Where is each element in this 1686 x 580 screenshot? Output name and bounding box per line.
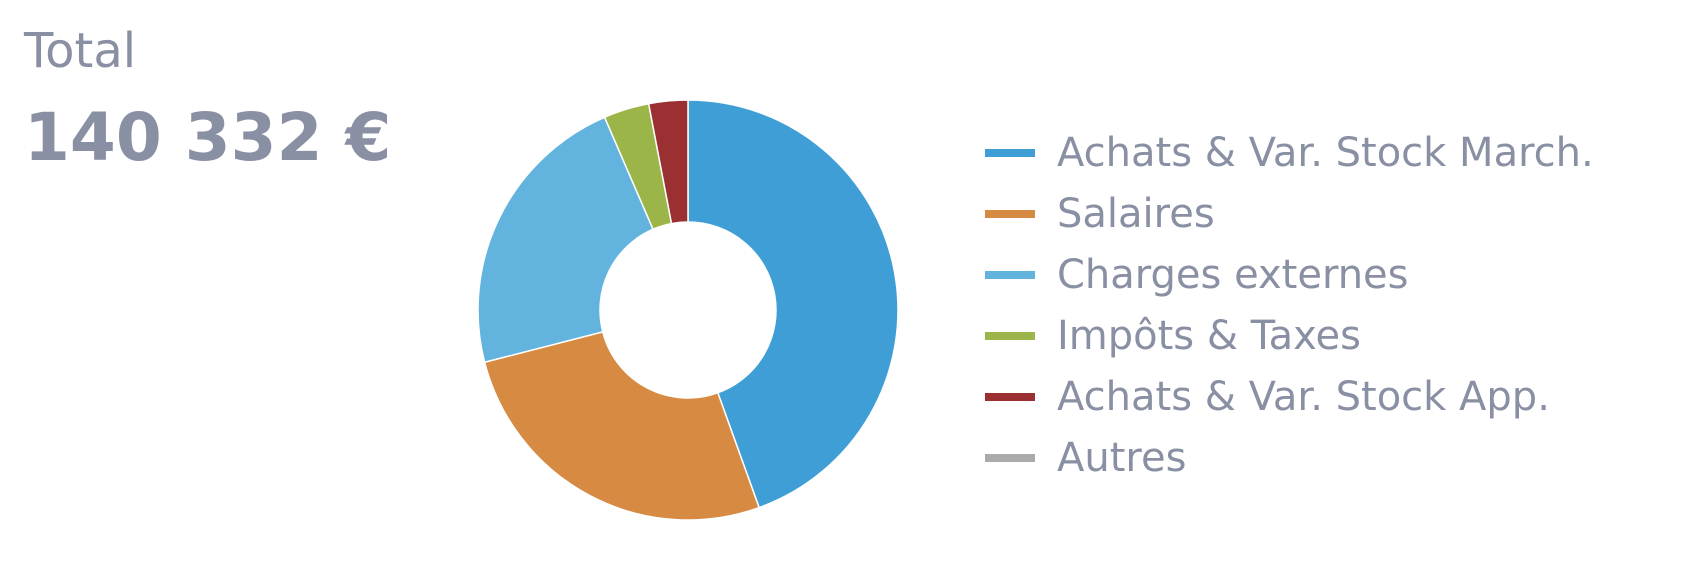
legend-swatch xyxy=(985,148,1035,157)
legend-label: Salaires xyxy=(1057,190,1215,237)
legend-label: Charges externes xyxy=(1057,251,1409,298)
donut-slice-2[interactable] xyxy=(477,116,655,364)
legend-label: Achats & Var. Stock App. xyxy=(1057,373,1550,420)
legend-swatch xyxy=(985,331,1035,340)
legend-label: Impôts & Taxes xyxy=(1057,312,1361,359)
legend-item[interactable]: Impôts & Taxes xyxy=(985,305,1594,366)
donut-chart xyxy=(477,99,899,521)
legend-item[interactable]: Salaires xyxy=(985,183,1594,244)
legend-item[interactable]: Achats & Var. Stock March. xyxy=(985,122,1594,183)
legend-item[interactable]: Autres xyxy=(985,427,1594,488)
total-value: 140 332 € xyxy=(24,99,392,176)
legend-label: Achats & Var. Stock March. xyxy=(1057,129,1594,176)
legend-swatch xyxy=(985,392,1035,401)
legend-swatch xyxy=(985,270,1035,279)
donut-slice-4[interactable] xyxy=(647,99,689,225)
chart-legend: Achats & Var. Stock March. Salaires Charge… xyxy=(985,122,1594,488)
legend-swatch xyxy=(985,209,1035,218)
legend-item[interactable]: Charges externes xyxy=(985,244,1594,305)
legend-swatch xyxy=(985,453,1035,462)
donut-slice-1[interactable] xyxy=(483,330,761,521)
legend-item[interactable]: Achats & Var. Stock App. xyxy=(985,366,1594,427)
total-label: Total xyxy=(24,23,137,79)
donut-slice-0[interactable] xyxy=(687,99,899,509)
legend-label: Autres xyxy=(1057,434,1187,481)
